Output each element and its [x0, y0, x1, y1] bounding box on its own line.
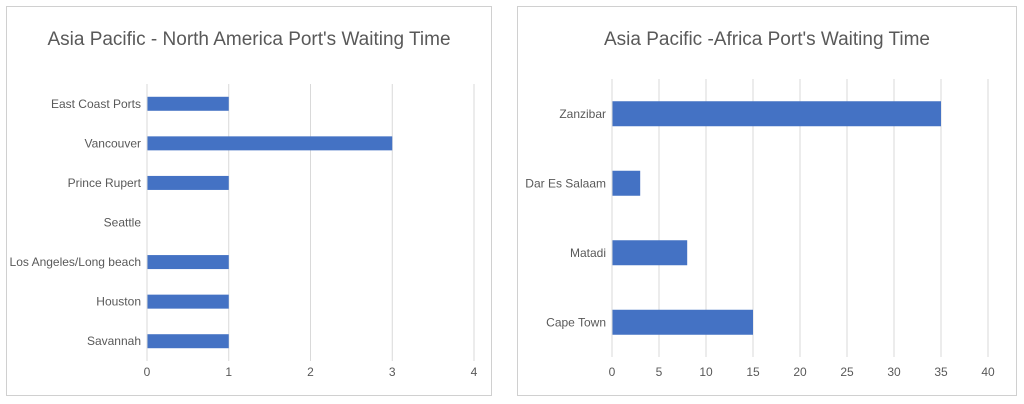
x-tick-label: 0 [144, 365, 151, 379]
category-label: Houston [96, 295, 141, 309]
category-label: Cape Town [546, 315, 606, 329]
category-label: Matadi [570, 246, 606, 260]
chart-title: Asia Pacific - North America Port's Wait… [47, 29, 451, 50]
chart-plot-north-america: 0 1 2 3 4 East Coast Ports Vancouver Prince Rup… [10, 84, 478, 379]
category-label: Zanzibar [559, 107, 606, 121]
category-label: Los Angeles/Long beach [10, 255, 141, 269]
x-tick-label: 30 [887, 365, 901, 379]
category-label: Prince Rupert [68, 176, 142, 190]
bar [147, 294, 229, 309]
bar [147, 96, 229, 111]
category-label: East Coast Ports [51, 97, 141, 111]
category-label: Savannah [87, 334, 141, 348]
x-tick-label: 20 [793, 365, 807, 379]
bar [147, 136, 393, 151]
bar [612, 240, 688, 266]
chart-title: Asia Pacific -Africa Port's Waiting Time [603, 29, 930, 50]
x-tick-label: 0 [609, 365, 616, 379]
x-tick-label: 1 [225, 365, 232, 379]
x-tick-label: 3 [389, 365, 396, 379]
bar [612, 101, 941, 127]
category-label: Dar Es Salaam [525, 176, 606, 190]
x-tick-label: 15 [746, 365, 760, 379]
chart-plot-africa: 0 5 10 15 20 25 30 35 40 Zanzibar Dar Es Salaam Mat… [525, 79, 995, 379]
x-tick-label: 10 [699, 365, 713, 379]
category-label: Seattle [104, 216, 142, 230]
x-tick-label: 4 [471, 365, 478, 379]
x-tick-label: 25 [840, 365, 854, 379]
chart-panel-north-america: Asia Pacific - North America Port's Wait… [6, 6, 492, 396]
x-tick-label: 35 [934, 365, 948, 379]
category-label: Vancouver [85, 136, 141, 150]
bar [612, 309, 753, 335]
x-tick-label: 5 [656, 365, 663, 379]
x-tick-label: 40 [981, 365, 995, 379]
x-tick-label: 2 [307, 365, 314, 379]
bar [147, 255, 229, 270]
bar [147, 334, 229, 349]
bar [612, 170, 641, 196]
chart-panel-africa: Asia Pacific -Africa Port's Waiting Time… [517, 6, 1017, 396]
bar [147, 175, 229, 190]
